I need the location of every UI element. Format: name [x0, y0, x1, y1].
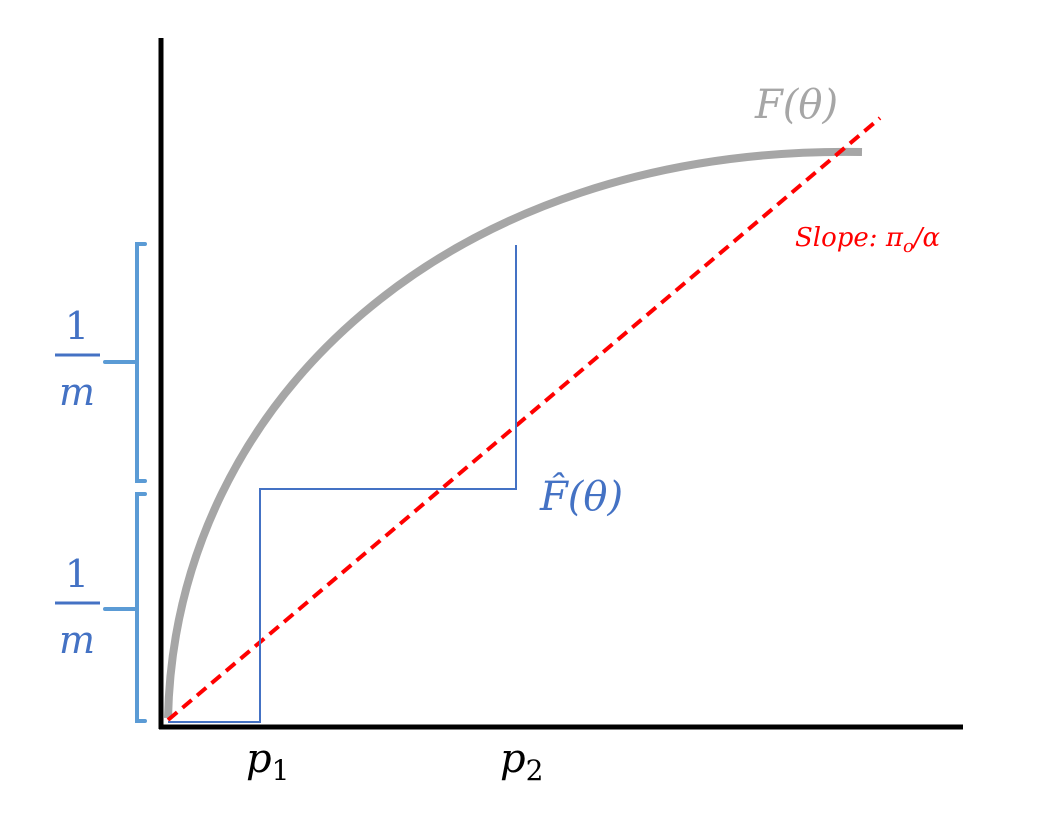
fraction-lower: 1 m: [55, 552, 100, 662]
fraction-upper: 1 m: [55, 304, 100, 414]
fraction-upper-numerator: 1: [65, 304, 89, 348]
p2-label: p2: [500, 736, 543, 787]
p1-label-main: p: [246, 736, 272, 782]
bracket-upper: [103, 242, 147, 483]
empirical-cdf-label: F̂(θ): [539, 474, 623, 520]
bracket-lower: [103, 492, 147, 723]
slope-label: Slope: πo/α: [795, 223, 941, 257]
p2-label-subscript: 2: [526, 754, 544, 787]
empirical-step-function: [168, 245, 517, 723]
fraction-upper-denominator: m: [59, 370, 95, 414]
fraction-lower-numerator: 1: [65, 552, 89, 596]
cdf-curve: [164, 147, 863, 719]
p1-label-subscript: 1: [272, 754, 290, 787]
fraction-lower-denominator: m: [59, 618, 95, 662]
p1-label: p1: [246, 736, 289, 787]
slope-label-subscript: o: [903, 236, 914, 257]
p2-label-main: p: [500, 736, 526, 782]
slope-label-tail: /α: [911, 223, 941, 253]
slope-label-main: Slope: π: [795, 223, 904, 253]
cdf-label: F(θ): [754, 82, 838, 128]
slope-line: [166, 116, 882, 722]
